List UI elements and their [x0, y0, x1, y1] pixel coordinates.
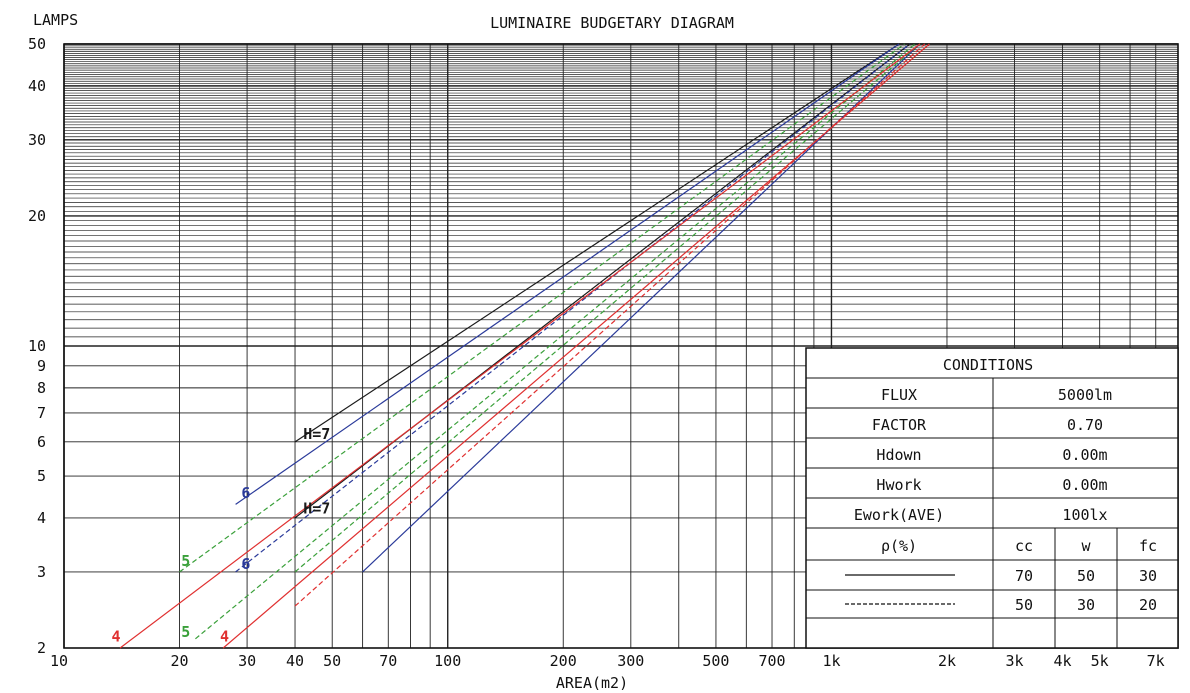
series-line-1 [294, 43, 900, 443]
rho-header-w: w [1081, 537, 1091, 555]
rho-row1-w: 50 [1077, 567, 1095, 585]
rho-row2-w: 30 [1077, 596, 1095, 614]
y-tick-label: 4 [37, 509, 46, 527]
y-tick-label: 5 [37, 467, 46, 485]
y-tick-labels: 2 3 4 5 6 7 8 9 10 20 30 40 50 [28, 35, 46, 657]
rho-row2-fc: 20 [1139, 596, 1157, 614]
conditions-table: CONDITIONS FLUX 5000lm FACTOR 0.70 Hdown… [805, 347, 1179, 649]
cond-label-factor: FACTOR [872, 416, 927, 434]
annotation-label: 6 [241, 555, 250, 573]
x-tick-label: 10 [50, 652, 68, 670]
x-tick-label: 70 [379, 652, 397, 670]
cond-label-hwork: Hwork [876, 476, 921, 494]
x-tick-label: 200 [550, 652, 577, 670]
y-tick-label: 30 [28, 131, 46, 149]
cond-value-hdown: 0.00m [1062, 446, 1107, 464]
x-tick-label: 20 [170, 652, 188, 670]
annotation-label: 5 [181, 552, 190, 570]
x-tick-label: 1k [822, 652, 840, 670]
rho-header-fc: fc [1139, 537, 1157, 555]
y-axis-label: LAMPS [33, 11, 78, 29]
x-tick-labels: 10 20 30 40 50 70 100 200 300 500 700 1k 2k 3k 4k 5k 7k [50, 652, 1165, 670]
rho-header-cc: cc [1015, 537, 1033, 555]
y-tick-label: 50 [28, 35, 46, 53]
x-tick-label: 3k [1005, 652, 1023, 670]
series-group [119, 43, 930, 649]
annotation-label: 4 [112, 628, 121, 646]
x-tick-label: 40 [286, 652, 304, 670]
annotation-label: 6 [241, 484, 250, 502]
x-tick-label: 5k [1091, 652, 1109, 670]
x-tick-label: 30 [238, 652, 256, 670]
cond-label-hdown: Hdown [876, 446, 921, 464]
x-tick-label: 700 [758, 652, 785, 670]
cond-value-hwork: 0.00m [1062, 476, 1107, 494]
x-tick-label: 7k [1147, 652, 1165, 670]
y-tick-label: 6 [37, 433, 46, 451]
annotation-label: H=7 [303, 499, 330, 517]
annotation-label: 4 [220, 628, 229, 646]
cond-value-flux: 5000lm [1058, 386, 1112, 404]
x-tick-label: 2k [938, 652, 956, 670]
annotations: H=7 H=7 6 6 5 5 4 4 [112, 425, 331, 646]
cond-value-ework: 100lx [1062, 506, 1107, 524]
annotation-label: H=7 [303, 425, 330, 443]
x-axis-label: AREA(m2) [556, 674, 628, 692]
plot-frame [63, 43, 1179, 649]
y-tick-label: 9 [37, 357, 46, 375]
series-line-6 [179, 43, 905, 573]
cond-label-flux: FLUX [881, 386, 917, 404]
chart-title: LUMINAIRE BUDGETARY DIAGRAM [490, 14, 734, 32]
series-line-3 [235, 43, 900, 505]
rho-row2-cc: 50 [1015, 596, 1033, 614]
x-tick-label: 100 [434, 652, 461, 670]
grid [63, 43, 1179, 649]
y-tick-label: 40 [28, 77, 46, 95]
y-tick-label: 10 [28, 337, 46, 355]
y-tick-label: 3 [37, 563, 46, 581]
conditions-title: CONDITIONS [943, 356, 1033, 374]
rho-row1-cc: 70 [1015, 567, 1033, 585]
y-tick-label: 2 [37, 639, 46, 657]
x-tick-label: 4k [1053, 652, 1071, 670]
series-line-8 [294, 43, 921, 573]
series-line-7 [195, 43, 916, 640]
rho-label: ρ(%) [881, 537, 917, 555]
y-tick-label: 7 [37, 404, 46, 422]
series-line-9 [119, 43, 921, 649]
y-tick-label: 20 [28, 207, 46, 225]
cond-label-ework: Ework(AVE) [854, 506, 944, 524]
x-tick-label: 50 [323, 652, 341, 670]
annotation-label: 5 [181, 623, 190, 641]
y-tick-label: 8 [37, 379, 46, 397]
series-line-11 [294, 43, 926, 607]
series-line-4 [235, 43, 911, 573]
cond-value-factor: 0.70 [1067, 416, 1103, 434]
x-tick-label: 300 [617, 652, 644, 670]
x-tick-label: 500 [702, 652, 729, 670]
rho-row1-fc: 30 [1139, 567, 1157, 585]
